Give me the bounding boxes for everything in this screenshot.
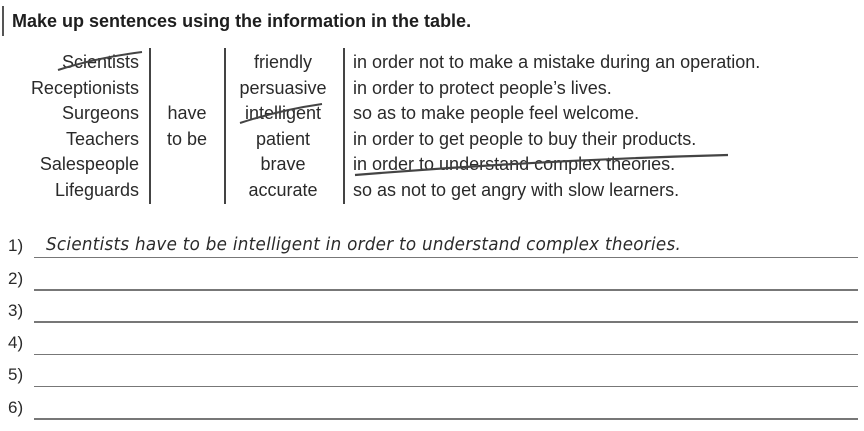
adjective-item: friendly xyxy=(253,52,313,72)
adjective-item: accurate xyxy=(248,179,318,200)
answer-row[interactable]: 5) xyxy=(8,357,858,389)
adjective-item: persuasive xyxy=(239,77,327,98)
purpose-item: in order to get people to buy their prod… xyxy=(353,128,697,149)
answer-row[interactable]: 2) xyxy=(8,260,858,292)
adjective-item: brave xyxy=(260,154,306,175)
answer-row[interactable]: 6) xyxy=(8,389,858,421)
purpose-item: so as not to get angry with slow learner… xyxy=(353,179,680,200)
purpose-item: in order to protect people’s lives. xyxy=(353,77,612,98)
answer-line xyxy=(34,289,858,291)
adjectives-column: friendly persuasive intelligent patient … xyxy=(228,50,338,204)
purpose-item: in order not to make a mistake during an… xyxy=(353,52,761,72)
subjects-column: Scientists Receptionists Surgeons Teache… xyxy=(0,50,139,204)
answer-lines: 1) Scientists have to be intelligent in … xyxy=(8,228,858,422)
page-edge xyxy=(2,6,4,36)
purpose-item: in order to understand complex theories. xyxy=(353,154,676,175)
answer-number: 3) xyxy=(8,300,24,320)
subject-item: Lifeguards xyxy=(54,179,139,200)
answer-line xyxy=(34,353,858,356)
verb-item: have xyxy=(167,103,207,123)
answer-number: 5) xyxy=(8,365,24,385)
answer-line xyxy=(34,418,858,420)
column-divider xyxy=(149,48,151,204)
answer-number: 6) xyxy=(8,397,24,417)
answer-line xyxy=(34,385,858,388)
purposes-column: in order not to make a mistake during an… xyxy=(353,50,760,204)
column-divider xyxy=(343,48,345,204)
answer-text: Scientists have to be intelligent in ord… xyxy=(46,234,682,256)
subject-item: Surgeons xyxy=(61,103,139,124)
adjective-item: patient xyxy=(255,128,311,149)
purpose-item: so as to make people feel welcome. xyxy=(353,103,640,124)
adjective-item: intelligent xyxy=(244,103,322,124)
column-divider xyxy=(224,48,226,204)
subject-item: Scientists xyxy=(61,52,139,72)
answer-number: 2) xyxy=(8,268,24,288)
answer-row[interactable]: 3) xyxy=(8,293,858,325)
answer-line xyxy=(34,321,858,323)
exercise-instruction: Make up sentences using the information … xyxy=(12,11,472,31)
subject-item: Teachers xyxy=(65,128,139,149)
answer-number: 4) xyxy=(8,333,24,353)
subject-item: Receptionists xyxy=(30,77,139,98)
answer-row[interactable]: 4) xyxy=(8,325,858,357)
verb-column: have to be xyxy=(152,101,222,152)
verb-item: to be xyxy=(166,128,208,149)
subject-item: Salespeople xyxy=(39,154,139,175)
answer-row[interactable]: 1) Scientists have to be intelligent in … xyxy=(8,228,858,260)
answer-number: 1) xyxy=(8,236,24,256)
answer-line xyxy=(34,256,858,259)
